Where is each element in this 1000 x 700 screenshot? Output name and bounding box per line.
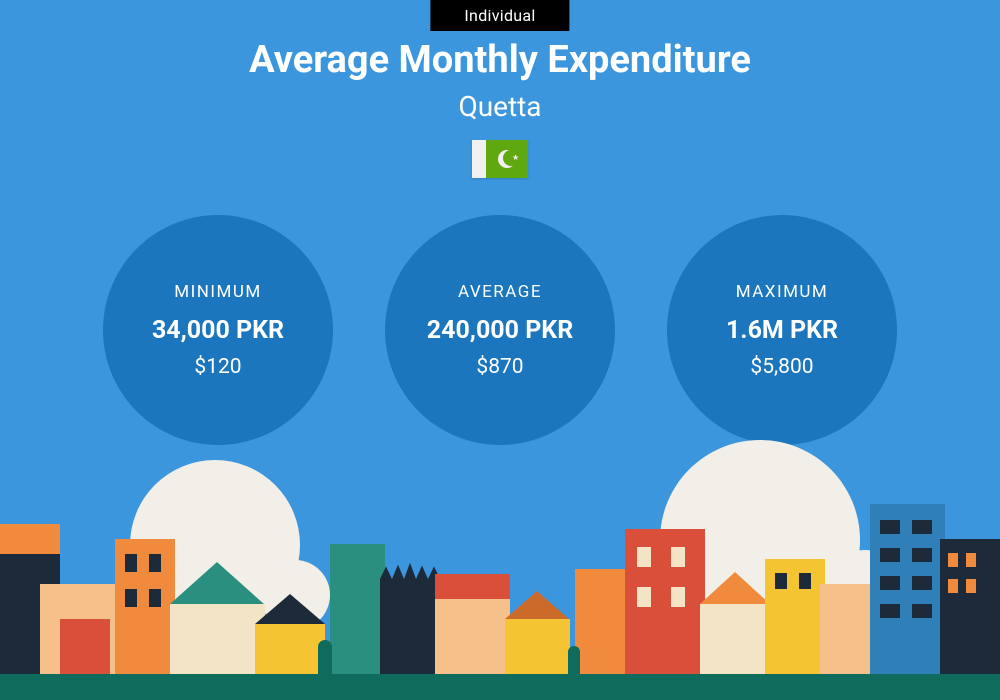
cityscape-illustration [0, 460, 1000, 700]
building [625, 529, 705, 674]
stat-label: MAXIMUM [736, 282, 829, 302]
building [0, 524, 60, 554]
page-title: Average Monthly Expenditure [0, 38, 1000, 82]
building [505, 619, 570, 674]
building [940, 539, 1000, 674]
building [255, 624, 325, 674]
building [60, 619, 110, 674]
flag-field: ★ [486, 140, 528, 178]
building [765, 559, 825, 674]
infographic-canvas: Individual Average Monthly Expenditure Q… [0, 0, 1000, 700]
building [435, 599, 510, 674]
roof [700, 572, 770, 604]
stat-value-usd: $870 [476, 355, 523, 379]
roof [170, 562, 264, 604]
building [820, 584, 875, 674]
building [575, 569, 630, 674]
stat-value-local: 34,000 PKR [152, 316, 284, 345]
stat-label: AVERAGE [458, 282, 542, 302]
building [380, 579, 440, 674]
building [115, 539, 175, 674]
stat-value-usd: $120 [194, 355, 241, 379]
building [330, 544, 385, 674]
stat-value-usd: $5,800 [750, 355, 813, 379]
roof [255, 594, 325, 624]
stat-circle-maximum: MAXIMUM 1.6M PKR $5,800 [667, 215, 897, 445]
tree-icon [568, 646, 580, 674]
ground [0, 674, 1000, 700]
stats-row: MINIMUM 34,000 PKR $120 AVERAGE 240,000 … [0, 215, 1000, 445]
building [170, 604, 265, 674]
category-tab: Individual [430, 0, 569, 31]
stat-circle-minimum: MINIMUM 34,000 PKR $120 [103, 215, 333, 445]
category-tab-label: Individual [464, 6, 535, 25]
city-name: Quetta [0, 90, 1000, 123]
stat-value-local: 240,000 PKR [427, 316, 573, 345]
building [700, 604, 770, 674]
stat-value-local: 1.6M PKR [726, 316, 838, 345]
stat-label: MINIMUM [174, 282, 261, 302]
roof [505, 591, 569, 619]
building [870, 504, 945, 674]
flag-stripe [472, 140, 486, 178]
country-flag-icon: ★ [472, 140, 528, 178]
building [435, 574, 510, 599]
tree-icon [318, 640, 332, 674]
stat-circle-average: AVERAGE 240,000 PKR $870 [385, 215, 615, 445]
crescent-star-icon: ★ [498, 150, 516, 168]
